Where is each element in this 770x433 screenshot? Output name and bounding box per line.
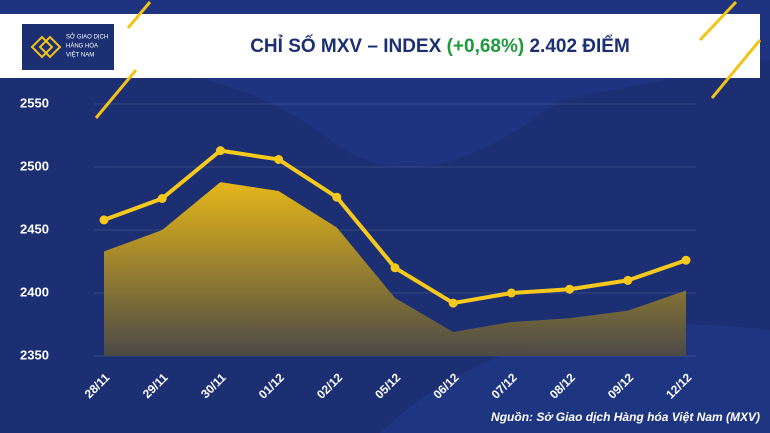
point <box>274 154 284 164</box>
logo-box <box>22 24 114 70</box>
source-note: Nguồn: Sở Giao dịch Hàng hóa Việt Nam (M… <box>491 410 760 424</box>
logo-text: HÀNG HÓA <box>66 43 98 50</box>
area <box>104 182 686 356</box>
title-change: (+0,68%) <box>447 36 525 57</box>
point <box>565 284 575 294</box>
title-band <box>0 14 760 78</box>
point <box>623 275 633 285</box>
point <box>332 192 342 202</box>
logo-text: SỞ GIAO DỊCH <box>66 34 108 41</box>
y-tick-label: 2500 <box>20 158 49 173</box>
decor-stripes <box>94 0 762 119</box>
chart-title: CHỈ SỐ MXV – INDEX (+0,68%) 2.402 ĐIỂM <box>250 35 630 57</box>
y-tick-label: 2450 <box>20 221 49 236</box>
point <box>506 288 516 298</box>
y-tick-label: 2350 <box>20 347 49 362</box>
point <box>99 215 109 225</box>
point <box>157 194 167 203</box>
y-tick-label: 2400 <box>20 284 49 299</box>
point <box>390 263 400 273</box>
title-suffix: 2.402 ĐIỂM <box>529 35 629 57</box>
logo-text: VIỆT NAM <box>66 51 94 59</box>
point <box>215 146 225 156</box>
point <box>681 255 691 265</box>
point <box>448 298 458 308</box>
logo: SỞ GIAO DỊCH HÀNG HÓA VIỆT NAM <box>22 24 114 70</box>
y-tick-label: 2550 <box>20 95 49 110</box>
logo-icon <box>30 35 62 59</box>
title-prefix: CHỈ SỐ MXV – INDEX <box>250 35 441 57</box>
